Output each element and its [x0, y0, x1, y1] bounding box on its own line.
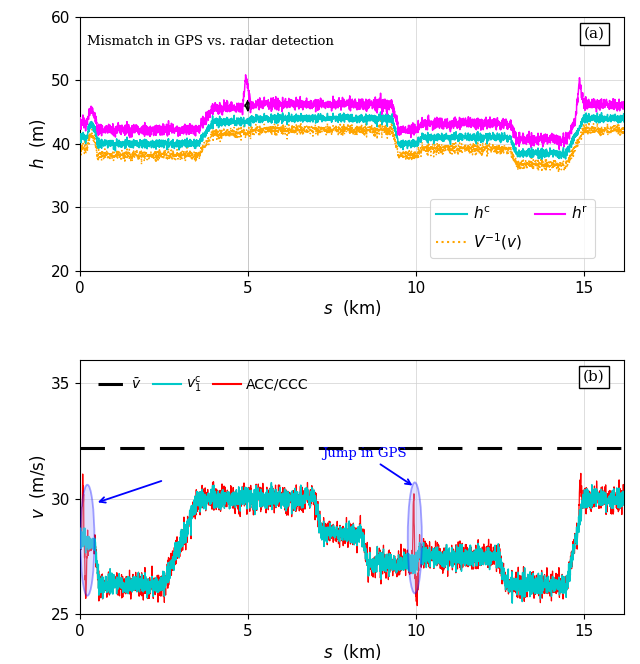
Text: (a): (a) — [584, 27, 605, 41]
Text: Jump in GPS: Jump in GPS — [322, 447, 411, 485]
X-axis label: $s$  (km): $s$ (km) — [323, 641, 381, 662]
X-axis label: $s$  (km): $s$ (km) — [323, 298, 381, 319]
Legend: $h^\mathrm{c}$, $V^{-1}(v)$, $h^\mathrm{r}$: $h^\mathrm{c}$, $V^{-1}(v)$, $h^\mathrm{… — [430, 199, 595, 258]
Y-axis label: $h$  (m): $h$ (m) — [28, 118, 48, 169]
Y-axis label: $v$  (m/s): $v$ (m/s) — [28, 455, 48, 519]
Text: Mismatch in GPS vs. radar detection: Mismatch in GPS vs. radar detection — [88, 35, 334, 48]
Legend: $\bar{v}$, $v_1^\mathrm{c}$, ACC/CCC: $\bar{v}$, $v_1^\mathrm{c}$, ACC/CCC — [92, 369, 314, 400]
Text: (b): (b) — [583, 370, 605, 384]
Ellipse shape — [408, 483, 422, 594]
Ellipse shape — [81, 485, 95, 596]
